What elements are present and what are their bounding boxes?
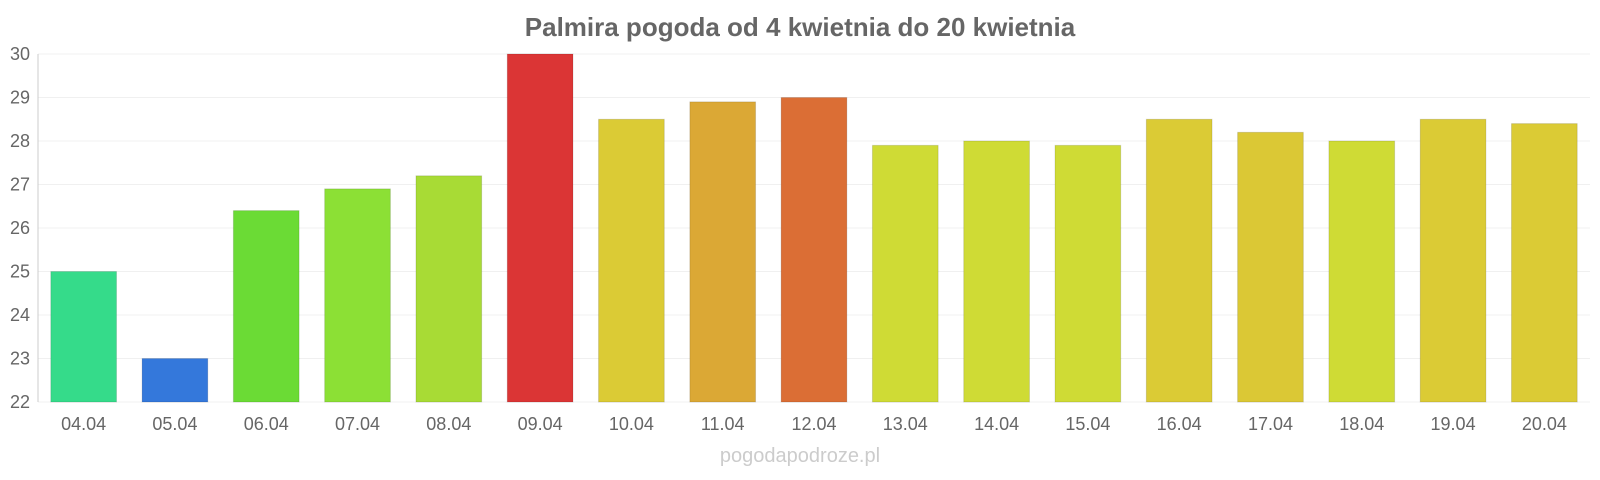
- y-tick-label: 25: [10, 262, 30, 282]
- x-tick-label: 19.04: [1431, 414, 1476, 434]
- bar-09-04: [506, 53, 574, 403]
- x-tick-label: 06.04: [244, 414, 289, 434]
- bar-08-04: [415, 175, 483, 403]
- y-tick-label: 26: [10, 218, 30, 238]
- y-tick-label: 24: [10, 305, 30, 325]
- x-tick-label: 20.04: [1522, 414, 1567, 434]
- x-axis: 04.04 05.04 06.04 07.04 08.04 09.04 10.04 11.04…: [61, 414, 1567, 434]
- x-tick-label: 15.04: [1065, 414, 1110, 434]
- y-tick-label: 27: [10, 175, 30, 195]
- bar-19-04: [1419, 118, 1487, 403]
- y-tick-label: 30: [10, 44, 30, 64]
- x-tick-label: 11.04: [701, 414, 745, 434]
- bar-07-04: [324, 188, 391, 403]
- bar-06-04: [232, 210, 300, 403]
- x-tick-label: 07.04: [335, 414, 380, 434]
- bar-10-04: [598, 118, 665, 403]
- chart-title: Palmira pogoda od 4 kwietnia do 20 kwiet…: [525, 12, 1076, 42]
- x-tick-label: 09.04: [518, 414, 563, 434]
- x-tick-label: 04.04: [61, 414, 106, 434]
- bar-13-04: [871, 144, 939, 403]
- bar-18-04: [1328, 140, 1396, 403]
- bars: [50, 53, 1578, 403]
- x-tick-label: 12.04: [791, 414, 836, 434]
- y-tick-label: 23: [10, 349, 30, 369]
- x-tick-label: 13.04: [883, 414, 928, 434]
- x-tick-label: 05.04: [152, 414, 197, 434]
- bar-14-04: [963, 140, 1030, 403]
- source-credit: pogodapodroze.pl: [720, 445, 880, 467]
- bar-11-04: [689, 101, 757, 403]
- bar-17-04: [1237, 131, 1304, 403]
- x-tick-label: 17.04: [1248, 414, 1293, 434]
- bar-15-04: [1054, 144, 1122, 403]
- y-tick-label: 29: [10, 88, 30, 108]
- bar-04-04: [50, 271, 118, 403]
- y-axis: 22 23 24 25 26 27 28 29 30: [10, 44, 39, 412]
- y-tick-label: 28: [10, 131, 30, 151]
- x-tick-label: 14.04: [974, 414, 1019, 434]
- bar-05-04: [141, 358, 209, 403]
- x-tick-label: 08.04: [426, 414, 471, 434]
- bar-16-04: [1145, 118, 1213, 403]
- bar-12-04: [780, 97, 848, 403]
- x-tick-label: 10.04: [609, 414, 654, 434]
- x-tick-label: 16.04: [1157, 414, 1202, 434]
- bar-20-04: [1510, 123, 1578, 403]
- y-tick-label: 22: [10, 392, 30, 412]
- x-tick-label: 18.04: [1339, 414, 1384, 434]
